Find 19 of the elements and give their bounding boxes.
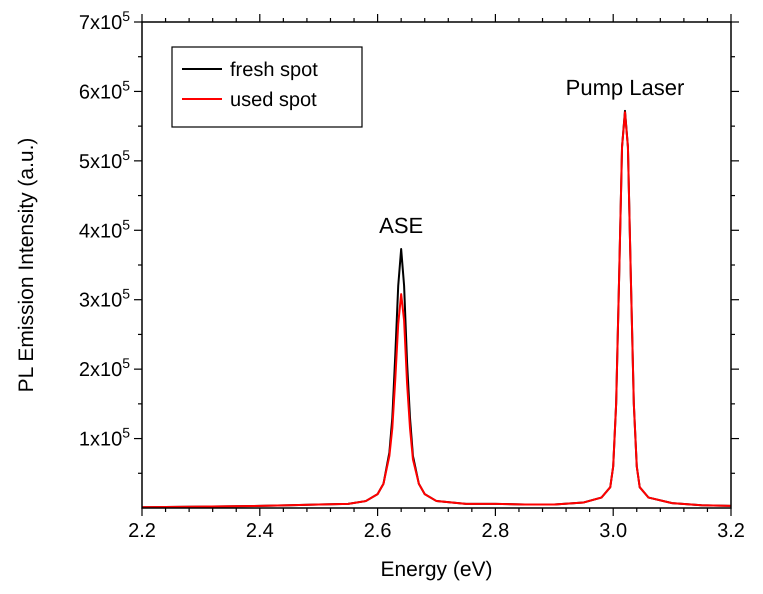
annotation: Pump Laser xyxy=(566,74,684,100)
y-tick-label: 1x10$^{5}$ xyxy=(78,424,130,451)
x-tick-label: 2.2 xyxy=(128,520,156,542)
y-tick-label: 6x10$^{5}$ xyxy=(78,77,130,104)
legend-label: fresh spot xyxy=(230,59,318,81)
x-axis-title: Energy (eV) xyxy=(380,558,493,581)
y-tick-label: 4x10$^{5}$ xyxy=(78,216,130,242)
y-tick-label: 3x10$^{5}$ xyxy=(78,286,130,312)
x-tick-label: 2.6 xyxy=(364,520,392,542)
x-tick-label: 2.4 xyxy=(246,520,274,542)
x-tick-label: 3.0 xyxy=(599,520,628,542)
y-tick-label: 7x10$^{5}$ xyxy=(78,8,130,34)
legend-label: used spot xyxy=(230,89,318,111)
annotation: ASE xyxy=(379,213,424,238)
y-axis-title: PL Emission Intensity (a.u.) xyxy=(15,138,38,392)
y-tick-label: 5x10$^{5}$ xyxy=(78,146,130,173)
y-tick-label: 2x10$^{5}$ xyxy=(78,355,130,382)
x-tick-label: 3.2 xyxy=(717,520,745,542)
x-tick-label: 2.8 xyxy=(481,520,510,542)
